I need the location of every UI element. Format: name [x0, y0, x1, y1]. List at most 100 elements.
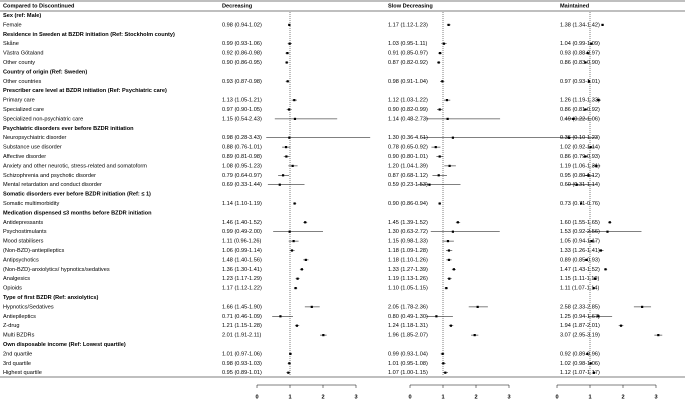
point-estimate [589, 362, 592, 365]
point-estimate [597, 315, 600, 318]
estimate-label: 0.49 (0.22-1.06) [560, 116, 600, 122]
row-label: Anxiety and other neurotic, stress-relat… [3, 163, 147, 169]
point-estimate [289, 352, 292, 355]
estimate-label: 0.86 (0.81-0.92) [560, 107, 600, 113]
estimate-label: 1.30 (0.63-2.72) [388, 229, 428, 235]
point-estimate [593, 277, 597, 280]
estimate-label: 1.38 (1.34-1.42) [560, 22, 600, 28]
point-estimate [575, 183, 578, 186]
estimate-label: 0.86 (0.79-0.93) [560, 154, 600, 160]
row-label: Schizophrenia and psychotic disorder [3, 173, 96, 179]
point-estimate [441, 352, 444, 355]
x-tick-label: 0 [555, 394, 558, 400]
point-estimate [584, 155, 587, 158]
estimate-label: 1.11 (1.07-1.14) [560, 286, 600, 292]
estimate-label: 1.03 (0.95-1.11) [388, 41, 428, 47]
point-estimate [451, 136, 454, 139]
x-tick-label: 2 [621, 394, 624, 400]
estimate-label: 1.12 (1.07-1.17) [560, 370, 600, 376]
estimate-label: 0.80 (0.49-1.30) [388, 314, 428, 320]
point-estimate [587, 174, 590, 177]
point-estimate [304, 258, 307, 261]
point-estimate [585, 258, 588, 261]
point-estimate [449, 324, 453, 327]
estimate-label: 2.01 (1.91-2.11) [222, 333, 262, 339]
estimate-label: 3.07 (2.95-3.19) [560, 333, 600, 339]
estimate-label: 0.87 (0.82-0.92) [388, 60, 428, 66]
estimate-label: 1.17 (1.12-1.22) [222, 286, 262, 292]
point-estimate [584, 108, 587, 111]
point-estimate [445, 99, 449, 102]
row-label: Antidepressants [3, 220, 43, 226]
estimate-label: 0.98 (0.94-1.02) [222, 22, 262, 28]
estimate-label: 1.10 (1.05-1.15) [388, 286, 428, 292]
estimate-label: 1.19 (1.13-1.26) [388, 276, 428, 282]
estimate-label: 0.78 (0.65-0.92) [388, 145, 428, 151]
estimate-label: 0.79 (0.64-0.97) [222, 173, 262, 179]
point-estimate [288, 42, 291, 45]
point-estimate [284, 146, 288, 149]
estimate-label: 1.33 (1.27-1.39) [388, 267, 428, 273]
estimate-label: 0.93 (0.87-0.98) [222, 79, 262, 85]
point-estimate [448, 277, 451, 280]
group-label: Somatic disorders ever before BZDR initi… [3, 192, 151, 198]
row-label: Opioids [3, 286, 22, 292]
estimate-label: 1.17 (1.12-1.23) [388, 22, 428, 28]
estimate-label: 0.91 (0.85-0.97) [388, 51, 428, 57]
estimate-label: 1.15 (1.11-1.19) [560, 276, 600, 282]
point-estimate [601, 23, 604, 26]
point-estimate [641, 305, 644, 308]
x-tick-label: 3 [354, 394, 357, 400]
group-label: Country of origin (Ref: Sweden) [3, 69, 87, 75]
estimate-label: 0.92 (0.86-0.98) [222, 51, 262, 57]
point-estimate [286, 80, 289, 83]
point-estimate [438, 52, 442, 55]
point-estimate [447, 258, 451, 261]
estimate-label: 0.99 (0.93-1.06) [222, 41, 262, 47]
point-estimate [434, 146, 437, 149]
estimate-label: 0.93 (0.88-0.97) [560, 51, 600, 57]
estimate-label: 0.92 (0.89-0.96) [560, 351, 600, 357]
point-estimate [447, 23, 450, 26]
estimate-label: 1.94 (1.87-2.01) [560, 323, 600, 329]
point-estimate [599, 249, 602, 252]
estimate-label: 1.66 (1.45-1.90) [222, 304, 262, 310]
row-label: Somatic multimorbidity [3, 201, 59, 207]
point-estimate [597, 99, 600, 102]
x-tick-label: 1 [588, 394, 591, 400]
point-estimate [579, 202, 583, 205]
row-label: Substance use disorder [3, 145, 62, 151]
estimate-label: 0.90 (0.82-0.99) [388, 107, 428, 113]
x-tick-label: 2 [321, 394, 324, 400]
point-estimate [586, 352, 589, 355]
row-label: Female [3, 22, 22, 28]
point-estimate [438, 155, 441, 158]
estimate-label: 1.46 (1.40-1.52) [222, 220, 262, 226]
estimate-label: 1.30 (0.36-4.61) [388, 135, 428, 141]
x-tick-label: 3 [654, 394, 657, 400]
x-tick-label: 2 [474, 394, 477, 400]
point-estimate [293, 202, 296, 205]
point-estimate [657, 334, 660, 337]
estimate-label: 1.12 (1.03-1.22) [388, 98, 428, 104]
estimate-label: 0.99 (0.93-1.04) [388, 351, 428, 357]
group-label: Psychiatric disorders ever before BZDR i… [3, 126, 134, 132]
estimate-label: 1.53 (0.92-2.56) [560, 229, 600, 235]
point-estimate [589, 146, 592, 149]
estimate-label: 1.02 (0.98-1.06) [560, 361, 600, 367]
estimate-label: 1.96 (1.85-2.07) [388, 333, 428, 339]
row-header: Compared to Discontinued [3, 3, 75, 9]
estimate-label: 0.98 (0.93-1.03) [222, 361, 262, 367]
row-label: (Non-BZD)-antiepileptics [3, 248, 64, 254]
estimate-label: 0.90 (0.86-0.95) [222, 60, 262, 66]
point-estimate [293, 117, 297, 120]
point-estimate [584, 61, 587, 64]
estimate-label: 1.24 (1.18-1.31) [388, 323, 428, 329]
estimate-label: 1.36 (1.30-1.41) [222, 267, 262, 273]
x-tick-label: 1 [441, 394, 444, 400]
row-label: Highest quartile [3, 370, 42, 376]
point-estimate [446, 117, 449, 120]
point-estimate [304, 221, 307, 224]
point-estimate [572, 117, 575, 120]
estimate-label: 1.45 (1.39-1.52) [388, 220, 428, 226]
